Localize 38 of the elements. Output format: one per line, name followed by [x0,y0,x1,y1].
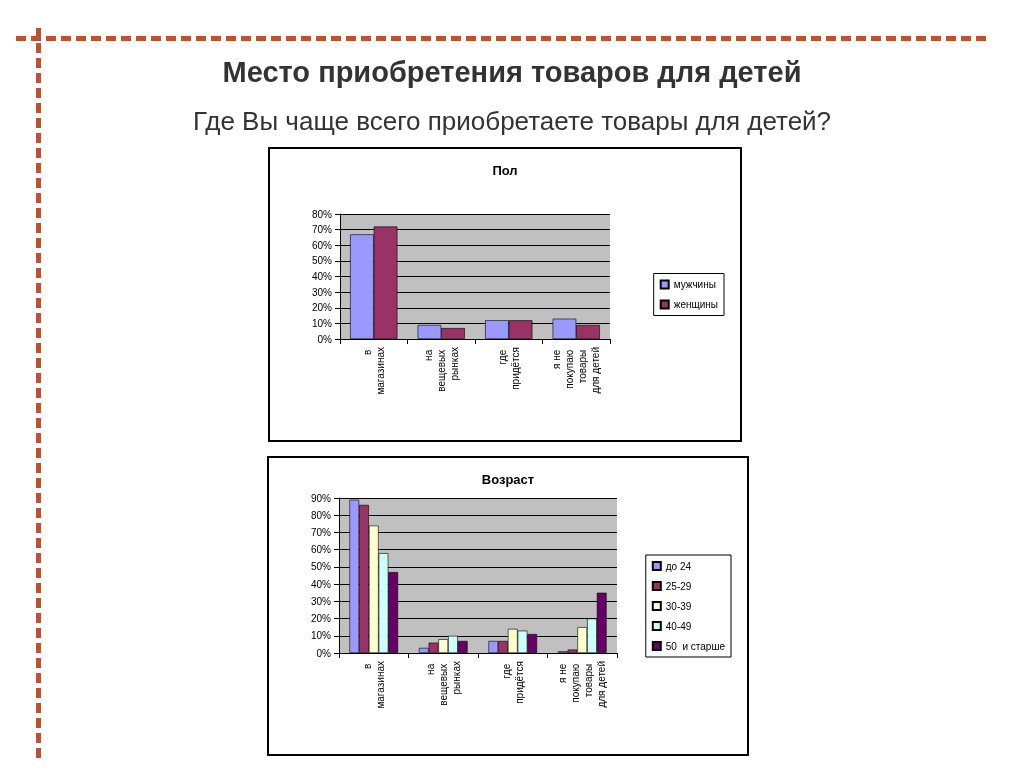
chart-title: Пол [492,163,518,178]
x-tick-label: где придётся [500,661,525,704]
legend-label: до 24 [665,560,692,572]
x-tick-label: где придётся [496,347,521,390]
legend-label: мужчины [673,279,716,290]
x-tick-label: я не покупаю товары для детей [551,347,602,394]
y-tick-label: 60% [311,239,333,251]
y-tick-label: 50% [311,255,333,267]
text: Где Вы чаще всего приобретаете товары для детей? [191,106,833,137]
legend-label: женщины [673,299,718,310]
y-tick-label: 50% [310,561,332,573]
y-tick-label: 10% [310,630,332,642]
legend-label: 25-29 [665,580,692,592]
y-tick-label: 0% [316,647,332,659]
y-tick-label: 80% [310,509,332,521]
legend-label: 30-39 [665,600,692,612]
y-tick-label: 40% [311,271,333,282]
chart-title: Возраст [481,472,535,487]
y-tick-label: 20% [311,302,333,314]
x-tick-label: на вещевых рынках [424,661,462,706]
y-tick-label: 70% [310,526,332,538]
y-tick-label: 90% [310,492,332,504]
y-tick-label: 80% [311,208,333,220]
y-tick-label: 60% [310,544,332,556]
y-tick-label: 10% [311,317,333,329]
legend-label: 50 и старше [665,640,726,652]
y-tick-label: 70% [311,224,333,236]
legend-label: 40-49 [665,620,692,632]
x-tick-label: я не покупаю товары для детей [557,661,608,708]
y-tick-label: 30% [310,595,332,607]
y-tick-label: 30% [311,286,333,298]
y-tick-label: 20% [310,613,332,625]
y-tick-label: 40% [310,578,332,590]
x-tick-label: в магазинах [361,347,386,395]
x-tick-label: на вещевых рынках [422,347,460,392]
x-tick-label: в магазинах [361,661,386,709]
text: Место приобретения товаров для детей [221,56,803,89]
y-tick-label: 0% [317,333,333,345]
